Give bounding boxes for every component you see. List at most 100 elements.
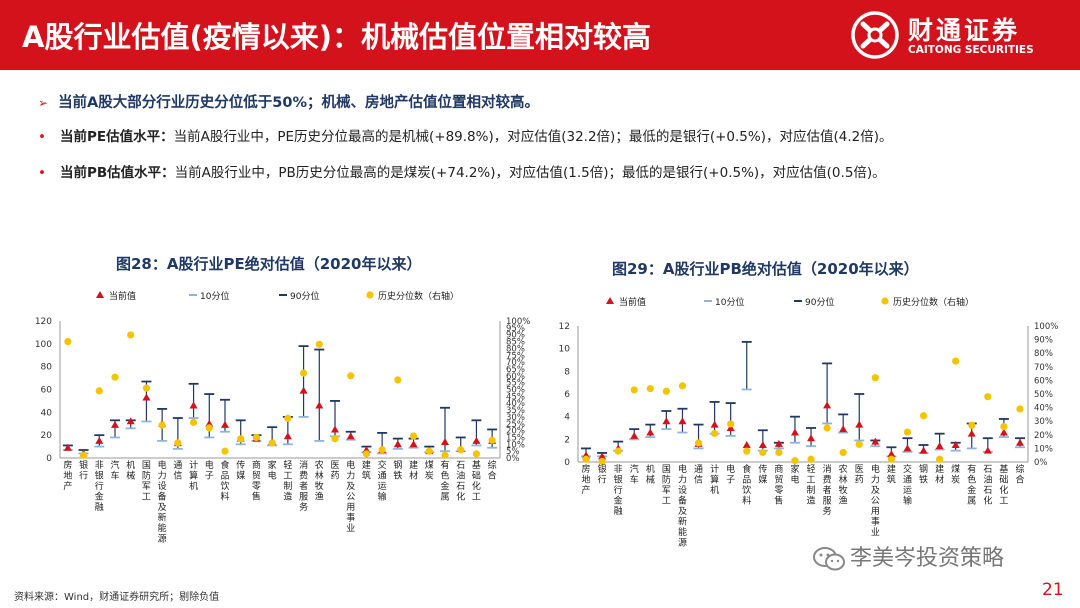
category-label: 建筑 [887, 463, 896, 486]
pe-label: 当前PE估值水平： [59, 129, 174, 145]
y2-tick-label: 5% [506, 447, 520, 457]
category-label: 建材 [409, 459, 418, 482]
current-value-point [111, 420, 119, 428]
category-label: 煤炭 [425, 459, 434, 482]
y2-tick-label: 100% [1034, 322, 1058, 332]
current-value-point [630, 431, 639, 439]
percentile-point [614, 447, 622, 455]
percentile-point [1016, 405, 1024, 413]
percentile-point [775, 448, 783, 457]
percentile-point [968, 421, 976, 429]
category-label: 汽车 [110, 459, 119, 482]
current-value-point [823, 401, 832, 409]
current-value-point [790, 428, 799, 436]
current-value-point [95, 436, 104, 444]
percentile-point [299, 369, 308, 377]
current-value-point [839, 425, 848, 433]
percentile-point [646, 384, 654, 393]
y2-tick-label: 40% [1034, 404, 1053, 414]
percentile-point [237, 435, 245, 443]
percentile-point [807, 455, 815, 463]
category-label: 房地产 [63, 459, 72, 492]
percentile-point [678, 382, 687, 390]
chart-title-pb: 图29：A股行业PB绝对估值（2020年以来） [612, 260, 919, 278]
y2-tick-label: 55% [506, 379, 525, 389]
watermark: 李美岑投资策略 [812, 540, 1004, 572]
legend-p10-label: 10分位 [715, 296, 744, 308]
y-tick-label: 0 [46, 454, 52, 464]
category-label: 机械 [646, 463, 655, 486]
y2-tick-label: 45% [506, 392, 525, 402]
category-label: 轻工制造 [807, 463, 816, 507]
legend-percentile-marker [366, 291, 374, 299]
category-label: 医药 [330, 460, 339, 482]
logo-text-en: CAITONG SECURITIES [908, 44, 1034, 56]
percentile-point [284, 414, 292, 422]
y2-tick-label: 0% [506, 454, 520, 464]
legend-current-label: 当前值 [109, 290, 136, 302]
current-value-point [393, 440, 402, 448]
current-value-point [935, 442, 944, 450]
percentile-point [409, 432, 418, 440]
percentile-point [903, 428, 912, 436]
category-label: 通信 [173, 460, 182, 482]
y2-tick-label: 10% [1034, 444, 1053, 454]
percentile-point [441, 451, 449, 459]
y-tick-label: 80 [41, 363, 53, 373]
y-tick-label: 2 [564, 435, 570, 445]
y2-tick-label: 80% [506, 344, 525, 354]
y2-tick-label: 60% [1034, 376, 1053, 386]
pb-chart: 12 10 8 6 4 2 0 100% 90% 80% 70% 60% 50% 40% 30% 20% 10%… [559, 296, 1059, 549]
summary-text: 当前A股大部分行业历史分位低于50%；机械、房地产估值位置相对较高。 [58, 95, 539, 111]
logo-emblem-icon [851, 11, 899, 59]
pb-bullet: • 当前PB估值水平：当前A股行业中，PB历史分位最高的是煤炭(+74.2%)，对… [38, 161, 886, 181]
y-tick-label: 12 [559, 322, 570, 332]
percentile-point [127, 331, 135, 339]
category-label: 轻工制造 [283, 459, 292, 503]
percentile-point [378, 446, 386, 454]
current-value-point [983, 446, 992, 454]
category-label: 食品饮料 [220, 459, 229, 503]
current-value-point [598, 452, 607, 460]
category-label: 建材 [935, 463, 944, 486]
current-value-point [871, 437, 880, 445]
percentile-point [394, 376, 402, 384]
chart-title-pe: 图28：A股行业PE绝对估值（2020年以来） [116, 255, 422, 273]
legend-p90-label: 90分位 [805, 296, 834, 308]
watermark-text: 李美岑投资策略 [850, 546, 1005, 571]
category-label: 医药 [855, 464, 864, 486]
legend-current-label: 当前值 [619, 296, 646, 308]
y2-tick-label: 85% [506, 338, 525, 348]
category-label: 机械 [126, 459, 135, 482]
category-label: 电子 [205, 459, 214, 482]
current-value-point [887, 450, 896, 458]
percentile-point [839, 448, 847, 457]
current-value-point [967, 429, 976, 437]
category-label: 交通运输 [378, 459, 387, 503]
percentile-point [158, 421, 166, 429]
category-label: 有色金属 [967, 463, 976, 507]
current-value-point [346, 432, 355, 440]
category-label: 传媒 [758, 463, 767, 486]
wechat-icon [813, 547, 845, 571]
category-label: 农林牧渔 [315, 459, 324, 503]
category-label: 电力及公用事业 [346, 459, 355, 534]
source-note: 资料来源：Wind，财通证券研究所；剔除负值 [14, 592, 220, 603]
current-value-point [299, 386, 308, 394]
legend-p10-label: 10分位 [200, 290, 229, 302]
percentile-point [142, 384, 151, 392]
category-label: 商贸零售 [774, 463, 783, 507]
percentile-point [743, 447, 751, 455]
y2-tick-label: 30% [1034, 417, 1053, 427]
percentile-point [362, 450, 371, 458]
category-label: 电力设备及新能源 [158, 459, 167, 545]
y-tick-label: 20 [41, 431, 53, 441]
y2-tick-label: 15% [506, 433, 525, 443]
category-label: 银行 [598, 463, 607, 486]
y2-tick-label: 70% [506, 358, 525, 368]
page-number: 21 [1042, 580, 1064, 600]
y-tick-label: 8 [564, 367, 570, 377]
percentile-point [630, 386, 638, 394]
percentile-point [694, 439, 703, 447]
percentile-point [711, 429, 719, 438]
